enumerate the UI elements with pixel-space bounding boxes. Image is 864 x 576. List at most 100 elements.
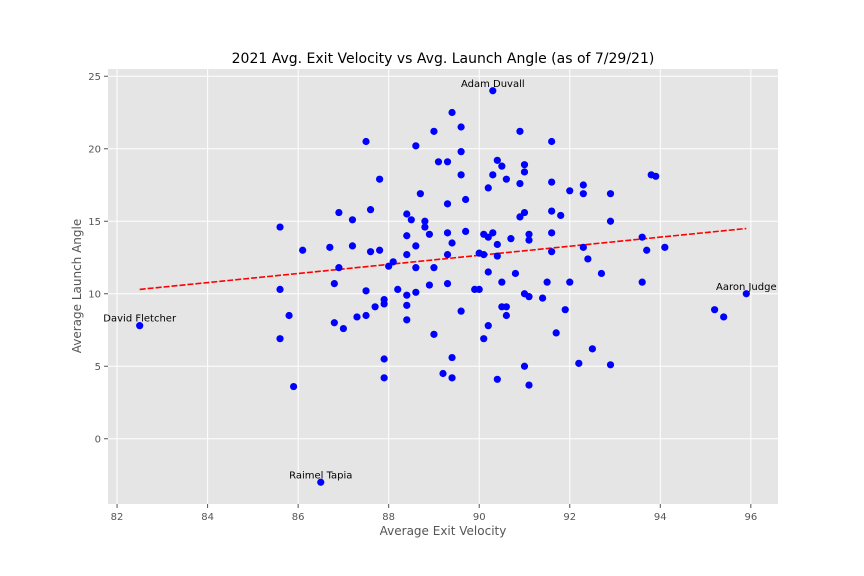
data-point [502, 175, 510, 183]
data-point [430, 127, 438, 135]
data-point [566, 278, 574, 286]
data-point [285, 311, 293, 320]
data-point [434, 158, 443, 166]
y-tick-label: 5 [95, 362, 101, 373]
y-tick-label: 10 [88, 289, 101, 300]
data-point [457, 123, 465, 131]
data-point [276, 335, 284, 343]
data-point [480, 251, 488, 259]
data-point [742, 290, 750, 298]
data-point [362, 311, 370, 320]
data-point [538, 294, 547, 302]
data-point [403, 316, 411, 324]
data-point [606, 190, 615, 198]
data-point [403, 232, 411, 240]
data-point [484, 184, 492, 192]
data-point [575, 359, 583, 367]
data-point [548, 137, 556, 146]
data-point [502, 303, 510, 311]
data-point [457, 148, 465, 156]
point-annotation: David Fletcher [103, 314, 177, 325]
data-point [520, 168, 529, 176]
data-point [389, 258, 397, 266]
data-point [507, 235, 515, 243]
data-point [448, 374, 456, 382]
data-point [380, 300, 388, 308]
data-point [366, 206, 375, 214]
data-point [643, 246, 651, 254]
data-point [557, 211, 565, 220]
data-point [584, 255, 592, 263]
point-annotation: Adam Duvall [461, 79, 525, 90]
data-point [493, 375, 501, 383]
data-point [543, 278, 551, 286]
data-point [430, 330, 438, 338]
data-point [579, 243, 587, 251]
data-point [290, 382, 298, 391]
data-point [412, 264, 420, 272]
data-point [525, 236, 533, 244]
data-point [502, 311, 510, 320]
data-point [525, 230, 533, 238]
data-point [457, 307, 465, 315]
data-point [407, 216, 415, 224]
data-point [376, 175, 384, 183]
data-point [462, 227, 470, 235]
data-point [362, 287, 370, 295]
data-point [511, 269, 520, 278]
data-point [638, 233, 646, 241]
data-point [380, 374, 388, 382]
data-point [525, 381, 533, 389]
x-tick-label: 96 [744, 512, 757, 523]
data-point [462, 195, 470, 204]
chart-title: 2021 Avg. Exit Velocity vs Avg. Launch A… [232, 51, 655, 67]
data-point [484, 233, 492, 241]
x-tick-label: 94 [654, 512, 667, 523]
data-point [425, 230, 434, 238]
data-point [457, 171, 465, 179]
annotations: Adam Duvall Aaron Judge David Fletcher Raim… [103, 79, 776, 482]
data-point [561, 306, 569, 314]
data-point [711, 306, 719, 314]
data-point [403, 291, 411, 299]
data-point [136, 322, 144, 330]
data-point [335, 208, 343, 217]
data-point [348, 242, 357, 250]
data-point [421, 223, 429, 231]
y-axis-label: Average Launch Angle [70, 219, 84, 354]
data-point [330, 319, 338, 327]
data-point [579, 181, 587, 189]
data-point [371, 303, 379, 311]
data-point [579, 190, 587, 198]
data-point [516, 179, 524, 188]
data-point [348, 216, 357, 224]
data-point [652, 172, 660, 180]
y-tick-label: 20 [88, 144, 101, 155]
data-point [403, 210, 411, 218]
data-point [412, 142, 420, 150]
data-point [548, 178, 556, 186]
data-point [520, 161, 529, 169]
data-point [430, 264, 438, 272]
data-point [339, 324, 348, 333]
data-point [443, 229, 452, 237]
x-axis-label: Average Exit Velocity [380, 524, 507, 538]
data-point [362, 137, 370, 146]
x-tick-label: 84 [201, 512, 214, 523]
data-point [498, 162, 506, 170]
data-point [475, 285, 483, 293]
x-tick-label: 88 [382, 512, 395, 523]
data-point [448, 239, 456, 247]
data-point [606, 361, 615, 369]
data-point [493, 252, 501, 260]
data-point [443, 280, 452, 288]
data-point [353, 313, 361, 321]
data-point [299, 246, 307, 254]
data-point [525, 293, 533, 301]
data-point [489, 87, 497, 95]
data-point [366, 248, 375, 256]
data-point [493, 156, 501, 164]
data-point [394, 285, 402, 293]
data-point [439, 369, 447, 378]
data-point [520, 208, 529, 217]
